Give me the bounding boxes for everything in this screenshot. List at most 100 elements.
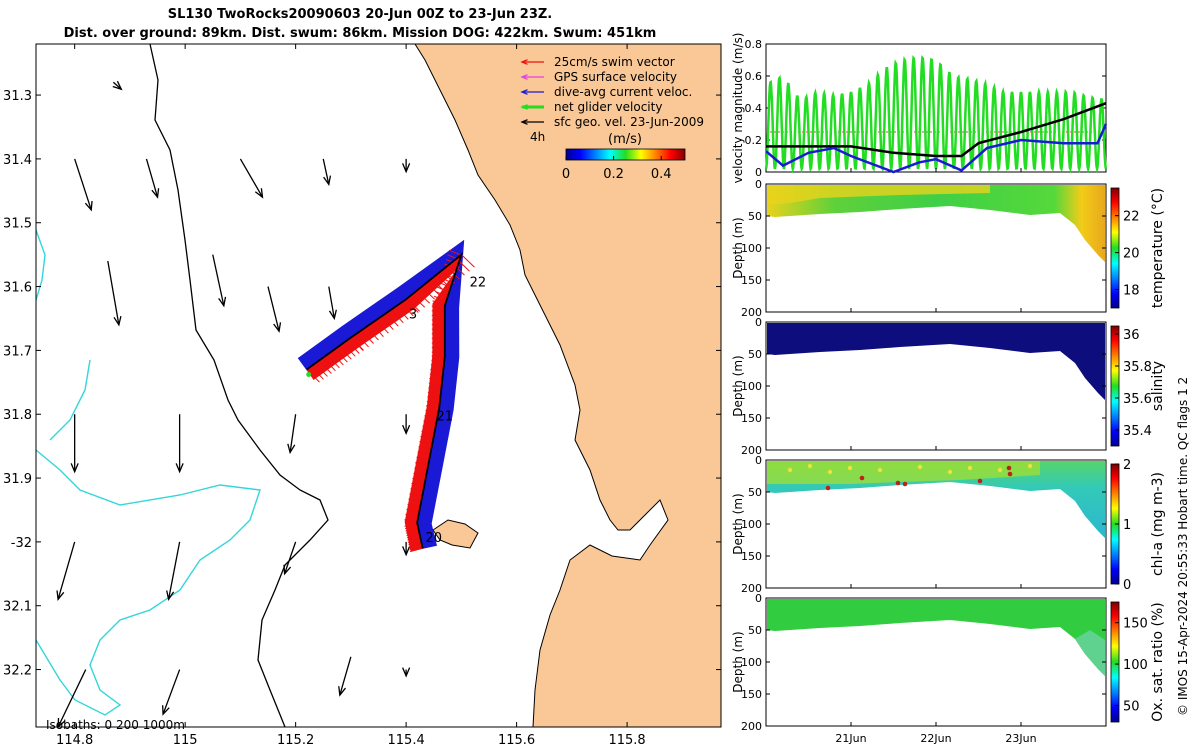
section-ytick-label: 0: [755, 592, 762, 605]
swim-vector-arrow: [318, 360, 332, 374]
swim-vector-arrow: [420, 435, 434, 440]
swim-vector-arrow: [422, 425, 436, 430]
velocity-ytick-label: 0.6: [745, 70, 763, 83]
map-colorbar-tick-label: 0.2: [603, 167, 624, 182]
swim-vector-arrow: [421, 286, 435, 300]
section-colorbar-label: Ox. sat. ratio (%): [1150, 602, 1166, 721]
swim-vector-arrow: [444, 263, 457, 270]
geo-velocity-arrowhead: [56, 590, 65, 601]
chl-mid-sample: [967, 465, 973, 471]
geo-velocity-arrowhead: [112, 80, 123, 91]
swim-vector-arrow: [365, 326, 379, 341]
section-xtick-label: 22Jun: [920, 732, 951, 745]
chl-mid-sample: [847, 465, 853, 471]
swim-vector-arrow: [404, 519, 418, 524]
legend-item-label: net glider velocity: [554, 100, 662, 114]
map-colorbar-tick-label: 0: [562, 167, 570, 182]
salinity-panel: [765, 321, 1107, 451]
geo-velocity-arrowhead: [283, 564, 292, 576]
legend-swatch-head: [520, 74, 528, 80]
swim-vector-arrow: [407, 503, 421, 508]
swim-vector-arrow: [390, 309, 404, 324]
chl-mid-sample: [947, 469, 953, 475]
island: [432, 519, 479, 549]
chl-high-sample: [895, 480, 901, 486]
section-ylabel: Depth (m): [731, 217, 745, 278]
section-ytick-label: 200: [741, 306, 762, 319]
legend-item-label: dive-avg current veloc.: [554, 85, 692, 99]
swim-vector-arrow: [380, 316, 394, 331]
section-xtick-label: 21Jun: [835, 732, 866, 745]
swim-vector-arrow: [409, 493, 423, 498]
map-colorbar: [565, 148, 686, 161]
section-ytick-label: 150: [741, 412, 762, 425]
section-ytick-label: 0: [755, 178, 762, 191]
map-ytick-label: 31.7: [3, 344, 32, 359]
velocity-ytick-label: 0.8: [745, 38, 763, 51]
section-ytick-label: 200: [741, 582, 762, 595]
section-colorbar-tick-label: 35.8: [1123, 360, 1152, 375]
geo-velocity-arrowhead: [402, 667, 411, 678]
net-glider-velocity-marker: [306, 372, 312, 378]
swim-vector-arrow: [342, 343, 356, 357]
swim-vector-arrow: [408, 498, 422, 503]
map-xtick-label: 115.8: [608, 733, 645, 748]
swim-vector-arrow: [418, 446, 432, 451]
velocity-panel: 0 0.2 0.4 0.6 0.8 velocity magnitude (m/s): [731, 33, 1108, 183]
section-ytick-label: 150: [741, 550, 762, 563]
section-ytick-label: 150: [741, 688, 762, 701]
swim-vector-arrow: [426, 401, 440, 404]
swim-vector-arrow: [431, 359, 445, 363]
geo-velocity-arrow: [212, 254, 225, 306]
swim-vector-arrow: [417, 451, 431, 456]
geo-velocity-arrow: [107, 260, 120, 325]
chl-mid-sample: [787, 467, 793, 473]
swim-vector-arrow: [375, 319, 389, 334]
swim-vector-arrow: [405, 527, 419, 532]
swim-vector-arrow: [346, 340, 360, 354]
section-ytick-label: 100: [741, 380, 762, 393]
swim-vector-arrow: [409, 545, 423, 550]
section-colorbar-tick-label: 1: [1123, 518, 1131, 533]
swim-vector-arrow: [430, 368, 444, 372]
map-xtick-label: 114.8: [56, 733, 93, 748]
swim-vector-arrow: [433, 295, 447, 302]
swim-vector-arrow: [306, 368, 320, 383]
section-colorbar-tick-label: 22: [1123, 210, 1140, 225]
oxygen-section: [767, 599, 1105, 676]
swim-vector-arrow: [356, 333, 369, 348]
chl-high-sample: [825, 485, 831, 491]
oxygen-section-deep: [1075, 630, 1105, 676]
swim-vector-arrow: [370, 323, 384, 337]
section-colorbar-tick-label: 35.6: [1123, 392, 1152, 407]
map-ytick-label: 31.5: [3, 217, 32, 232]
swim-vector-arrow: [416, 290, 431, 304]
swim-vector-arrow: [395, 305, 409, 320]
swim-vector-arrow: [431, 278, 445, 292]
legend-item-label: sfc geo. vel. 23-Jun-2009: [554, 115, 704, 129]
section-ytick-label: 100: [741, 518, 762, 531]
section-ytick-label: 50: [748, 210, 762, 223]
swim-vector-arrow: [415, 462, 429, 467]
swim-vector-arrow: [410, 488, 424, 493]
swim-vector-arrow: [334, 348, 348, 363]
swim-vector-arrow: [446, 266, 460, 280]
temperature-section: [767, 185, 1105, 262]
swim-vector-arrow: [419, 441, 433, 446]
swim-vector-arrow: [451, 262, 465, 276]
geo-velocity-arrowhead: [323, 175, 332, 187]
geo-velocity-arrowhead: [218, 296, 227, 308]
geo-velocity-arrowhead: [254, 188, 264, 199]
legend-item-label: GPS surface velocity: [554, 70, 677, 84]
swim-vector-arrow: [423, 420, 437, 425]
swim-vector-arrow: [439, 277, 453, 284]
section-colorbar-tick-label: 35.4: [1123, 424, 1152, 439]
velocity-series-dive-avg: [765, 123, 1108, 174]
chl-high-sample: [1006, 465, 1012, 471]
geo-velocity-arrow: [339, 656, 352, 696]
swim-vector-arrow: [405, 298, 419, 313]
swim-vector-arrow: [322, 357, 336, 372]
geo-velocity-arrowhead: [151, 188, 160, 199]
swim-vector-arrow: [406, 534, 420, 539]
